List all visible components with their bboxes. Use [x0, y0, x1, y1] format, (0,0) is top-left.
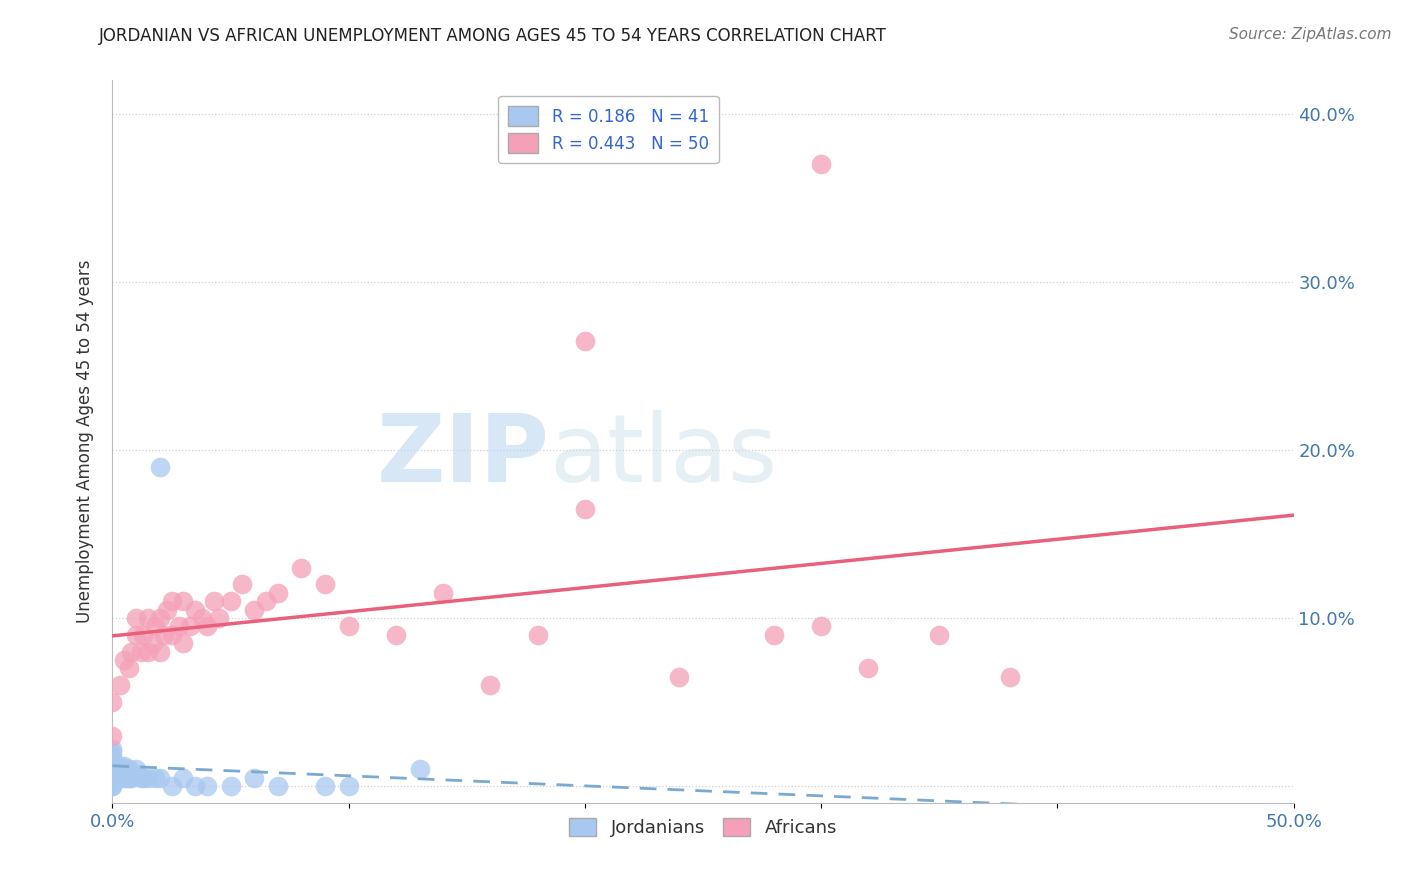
- Point: [254, 594, 277, 608]
- Point: [129, 771, 152, 785]
- Point: [195, 619, 218, 633]
- Point: [136, 611, 159, 625]
- Point: [101, 772, 124, 787]
- Point: [172, 636, 194, 650]
- Point: [179, 619, 201, 633]
- Point: [132, 771, 155, 785]
- Point: [231, 577, 253, 591]
- Point: [208, 611, 231, 625]
- Point: [132, 628, 155, 642]
- Point: [105, 762, 128, 776]
- Point: [149, 459, 172, 474]
- Point: [267, 779, 290, 793]
- Point: [167, 619, 190, 633]
- Point: [153, 628, 176, 642]
- Point: [762, 628, 785, 642]
- Point: [172, 771, 194, 785]
- Point: [101, 774, 124, 789]
- Point: [998, 670, 1021, 684]
- Point: [337, 779, 360, 793]
- Point: [120, 771, 142, 785]
- Point: [118, 661, 141, 675]
- Point: [432, 586, 454, 600]
- Point: [101, 748, 124, 763]
- Point: [160, 779, 183, 793]
- Point: [314, 779, 336, 793]
- Point: [202, 594, 225, 608]
- Point: [108, 678, 131, 692]
- Point: [101, 779, 124, 793]
- Point: [195, 779, 218, 793]
- Point: [120, 644, 142, 658]
- Point: [108, 759, 131, 773]
- Point: [112, 759, 135, 773]
- Text: ZIP: ZIP: [377, 410, 550, 502]
- Point: [101, 695, 124, 709]
- Point: [101, 771, 124, 785]
- Point: [101, 742, 124, 756]
- Point: [112, 771, 135, 785]
- Text: JORDANIAN VS AFRICAN UNEMPLOYMENT AMONG AGES 45 TO 54 YEARS CORRELATION CHART: JORDANIAN VS AFRICAN UNEMPLOYMENT AMONG …: [98, 27, 886, 45]
- Point: [118, 762, 141, 776]
- Point: [668, 670, 690, 684]
- Point: [105, 771, 128, 785]
- Point: [136, 644, 159, 658]
- Point: [101, 779, 124, 793]
- Point: [118, 771, 141, 785]
- Point: [143, 771, 166, 785]
- Y-axis label: Unemployment Among Ages 45 to 54 years: Unemployment Among Ages 45 to 54 years: [76, 260, 94, 624]
- Point: [101, 759, 124, 773]
- Point: [143, 619, 166, 633]
- Text: Source: ZipAtlas.com: Source: ZipAtlas.com: [1229, 27, 1392, 42]
- Point: [219, 779, 242, 793]
- Point: [125, 611, 148, 625]
- Point: [108, 771, 131, 785]
- Point: [314, 577, 336, 591]
- Point: [479, 678, 502, 692]
- Point: [125, 628, 148, 642]
- Point: [243, 602, 266, 616]
- Point: [408, 762, 430, 776]
- Point: [810, 157, 832, 171]
- Point: [184, 602, 207, 616]
- Point: [101, 775, 124, 789]
- Point: [191, 611, 214, 625]
- Point: [160, 628, 183, 642]
- Point: [243, 771, 266, 785]
- Point: [267, 586, 290, 600]
- Point: [149, 644, 172, 658]
- Point: [858, 661, 880, 675]
- Point: [156, 602, 179, 616]
- Point: [142, 636, 165, 650]
- Point: [112, 653, 135, 667]
- Point: [149, 771, 172, 785]
- Point: [136, 771, 159, 785]
- Point: [526, 628, 548, 642]
- Point: [928, 628, 950, 642]
- Legend: Jordanians, Africans: Jordanians, Africans: [562, 811, 844, 845]
- Point: [125, 762, 148, 776]
- Point: [219, 594, 242, 608]
- Point: [385, 628, 408, 642]
- Point: [101, 754, 124, 768]
- Point: [115, 771, 138, 785]
- Point: [574, 501, 596, 516]
- Point: [184, 779, 207, 793]
- Text: atlas: atlas: [550, 410, 778, 502]
- Point: [101, 729, 124, 743]
- Point: [160, 594, 183, 608]
- Point: [111, 765, 134, 780]
- Point: [172, 594, 194, 608]
- Point: [129, 644, 152, 658]
- Point: [810, 619, 832, 633]
- Point: [149, 611, 172, 625]
- Point: [337, 619, 360, 633]
- Point: [101, 762, 124, 776]
- Point: [125, 767, 148, 781]
- Point: [574, 334, 596, 348]
- Point: [101, 745, 124, 759]
- Point: [290, 560, 312, 574]
